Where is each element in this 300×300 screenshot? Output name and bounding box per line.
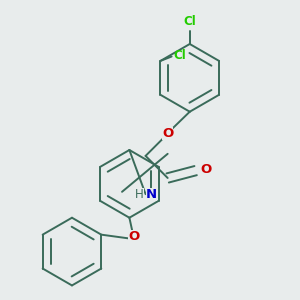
Text: O: O: [200, 163, 211, 176]
Text: H: H: [135, 188, 143, 201]
Text: Cl: Cl: [183, 15, 196, 28]
Text: Cl: Cl: [174, 49, 186, 62]
Text: O: O: [128, 230, 140, 243]
Text: N: N: [146, 188, 157, 201]
Text: O: O: [162, 127, 173, 140]
